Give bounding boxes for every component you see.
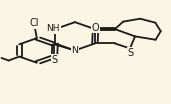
Text: S: S <box>128 48 134 58</box>
Text: O: O <box>92 23 99 33</box>
Text: NH: NH <box>47 24 60 33</box>
Text: N: N <box>71 46 78 55</box>
Text: Cl: Cl <box>29 18 39 28</box>
Text: S: S <box>51 55 58 65</box>
